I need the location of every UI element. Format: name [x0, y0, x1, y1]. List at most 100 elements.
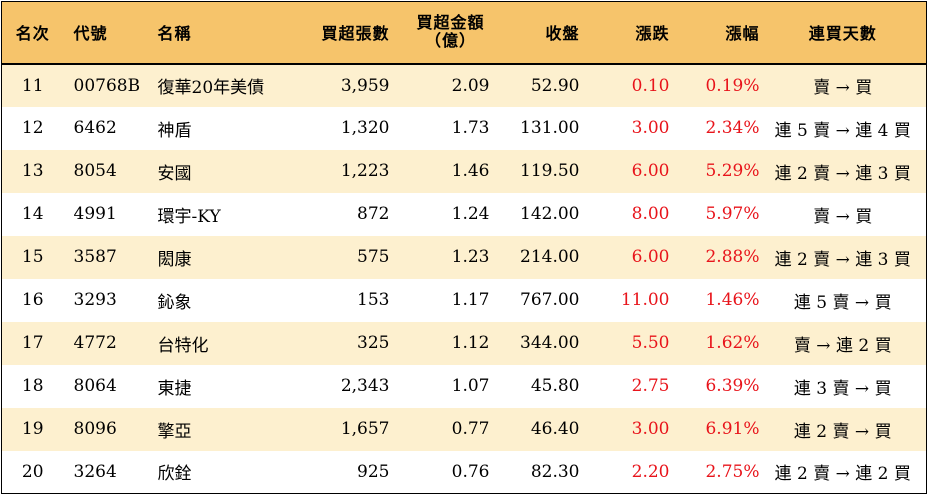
close-cell: 82.30: [530, 461, 580, 482]
change-pct-cell: 0.19%: [705, 75, 760, 96]
net-buy-amount-cell: 2.09: [451, 75, 490, 96]
net-buy-amount-cell: 1.24: [451, 204, 490, 224]
close-cell: 344.00: [520, 333, 580, 353]
change-pct-cell: 1.46%: [705, 290, 760, 310]
streak-cell: 連 2 賣 → 連 2 買: [774, 464, 911, 485]
change-pct-cell: 2.88%: [705, 247, 760, 267]
net-buy-lots-cell: 3,959: [340, 75, 390, 96]
net-buy-amount-cell: 1.12: [451, 333, 490, 353]
close-cell: 52.90: [530, 75, 580, 96]
change-cell: 2.75: [631, 376, 670, 396]
name-cell: 欣銓: [157, 464, 192, 485]
net-buy-lots-cell: 925: [357, 461, 390, 482]
name-cell: 復華20年美債: [157, 78, 265, 98]
table-row: 18 8064 東捷 2,343 1.07 45.80 2.75 6.39% 連…: [1, 364, 927, 408]
table-row: 12 6462 神盾 1,320 1.73 131.00 3.00 2.34% …: [1, 106, 927, 150]
net-buy-lots-cell: 325: [357, 333, 390, 353]
net-buy-lots-cell: 153: [357, 290, 390, 310]
header-change: 漲跌: [579, 1, 670, 65]
change-cell: 2.20: [631, 461, 670, 482]
code-cell: 00768B: [73, 75, 141, 96]
change-pct-cell: 1.62%: [705, 333, 760, 353]
change-cell: 3.00: [631, 118, 670, 138]
change-cell: 0.10: [631, 75, 670, 96]
change-cell: 5.50: [631, 333, 670, 353]
code-cell: 3264: [73, 461, 117, 482]
change-pct-cell: 2.75%: [705, 461, 760, 482]
rank-cell: 11: [21, 75, 44, 96]
close-cell: 46.40: [530, 419, 580, 439]
table-row: 15 3587 閎康 575 1.23 214.00 6.00 2.88% 連 …: [1, 235, 927, 279]
streak-cell: 連 2 賣 → 買: [793, 421, 892, 442]
header-change-pct: 漲幅: [669, 1, 760, 65]
close-cell: 119.50: [520, 161, 580, 181]
header-rank: 名次: [1, 1, 64, 65]
table-row: 20 3264 欣銓 925 0.76 82.30 2.20 2.75% 連 2…: [1, 450, 927, 494]
code-cell: 4991: [73, 204, 117, 224]
code-cell: 8054: [73, 161, 117, 181]
change-pct-cell: 6.91%: [705, 419, 760, 439]
change-cell: 8.00: [631, 204, 670, 224]
net-buy-amount-cell: 0.77: [451, 419, 490, 439]
net-buy-amount-cell: 1.73: [451, 118, 490, 138]
header-close: 收盤: [489, 1, 580, 65]
change-pct-cell: 5.97%: [705, 204, 760, 224]
rank-cell: 20: [21, 461, 44, 482]
net-buy-amount-cell: 0.76: [451, 461, 490, 482]
name-cell: 閎康: [157, 249, 192, 270]
header-code: 代號: [63, 1, 150, 65]
net-buy-lots-cell: 1,657: [340, 419, 390, 439]
table-row: 14 4991 環宇-KY 872 1.24 142.00 8.00 5.97%…: [1, 192, 927, 236]
change-cell: 6.00: [631, 161, 670, 181]
code-cell: 3293: [73, 290, 117, 310]
code-cell: 3587: [73, 247, 117, 267]
rank-cell: 13: [21, 161, 44, 181]
net-buy-lots-cell: 1,320: [340, 118, 390, 138]
change-cell: 6.00: [631, 247, 670, 267]
streak-cell: 連 5 賣 → 連 4 買: [774, 120, 911, 141]
change-cell: 3.00: [631, 419, 670, 439]
header-net-buy-amount: 買超金額 （億）: [389, 1, 490, 65]
code-cell: 8064: [73, 376, 117, 396]
change-cell: 11.00: [620, 290, 670, 310]
streak-cell: 連 2 賣 → 連 3 買: [774, 249, 911, 270]
streak-cell: 連 3 賣 → 買: [793, 378, 892, 399]
table-row: 16 3293 鈊象 153 1.17 767.00 11.00 1.46% 連…: [1, 278, 927, 322]
rank-cell: 12: [21, 118, 44, 138]
streak-cell: 連 5 賣 → 買: [793, 292, 892, 313]
code-cell: 4772: [73, 333, 117, 353]
change-pct-cell: 2.34%: [705, 118, 760, 138]
name-cell: 神盾: [157, 120, 192, 141]
close-cell: 131.00: [520, 118, 580, 138]
close-cell: 142.00: [520, 204, 580, 224]
header-name: 名稱: [149, 1, 300, 65]
streak-cell: 賣 → 連 2 買: [793, 335, 892, 356]
rank-cell: 15: [21, 247, 44, 267]
name-cell: 擎亞: [157, 421, 192, 442]
code-cell: 6462: [73, 118, 117, 138]
net-buy-amount-cell: 1.46: [451, 161, 490, 181]
name-cell: 安國: [157, 163, 192, 184]
rank-cell: 14: [21, 204, 44, 224]
rank-cell: 19: [21, 419, 44, 439]
table-row: 11 00768B 復華20年美債 3,959 2.09 52.90 0.10 …: [1, 63, 927, 107]
header-net-buy-lots: 買超張數: [299, 1, 390, 65]
net-buy-amount-cell: 1.23: [451, 247, 490, 267]
code-cell: 8096: [73, 419, 117, 439]
header-streak: 連買天數: [759, 1, 927, 65]
name-cell: 鈊象: [157, 292, 192, 313]
close-cell: 767.00: [520, 290, 580, 310]
change-pct-cell: 5.29%: [705, 161, 760, 181]
table-row: 19 8096 擎亞 1,657 0.77 46.40 3.00 6.91% 連…: [1, 407, 927, 451]
header-net-buy-amount-line1: 買超金額: [416, 13, 485, 33]
rank-cell: 16: [21, 290, 44, 310]
streak-cell: 賣 → 買: [813, 206, 873, 227]
header-row: 名次 代號 名稱 買超張數 買超金額 （億） 收盤 漲跌 漲幅 連買天數: [1, 1, 927, 65]
name-cell: 東捷: [157, 378, 192, 399]
name-cell: 台特化: [157, 335, 209, 356]
streak-cell: 連 2 賣 → 連 3 買: [774, 163, 911, 184]
close-cell: 214.00: [520, 247, 580, 267]
table-row: 17 4772 台特化 325 1.12 344.00 5.50 1.62% 賣…: [1, 321, 927, 365]
net-buy-lots-cell: 575: [357, 247, 390, 267]
